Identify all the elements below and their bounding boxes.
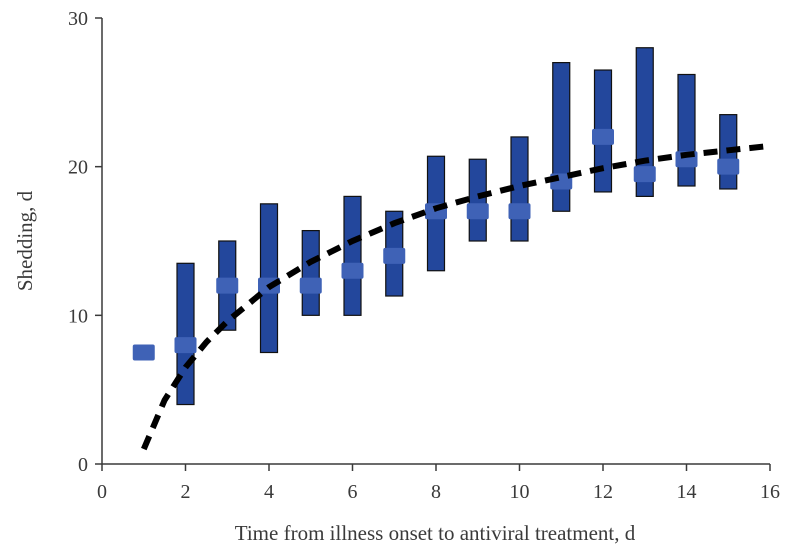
range-bar — [343, 195, 362, 316]
median-marker — [633, 166, 656, 183]
y-tick-label: 0 — [78, 454, 88, 476]
x-tick-label: 6 — [348, 481, 358, 503]
x-tick-label: 14 — [677, 481, 697, 503]
median-marker — [216, 277, 239, 294]
median-marker — [717, 158, 740, 175]
x-tick-label: 8 — [431, 481, 441, 503]
median-marker — [592, 128, 614, 145]
median-marker — [508, 203, 531, 220]
range-bar — [176, 262, 195, 406]
median-marker — [466, 203, 489, 220]
x-tick-label: 10 — [510, 481, 530, 503]
range-bar — [677, 73, 696, 187]
median-marker — [174, 337, 197, 354]
x-tick-label: 4 — [264, 481, 274, 503]
median-marker — [132, 344, 155, 361]
x-axis-title: Time from illness onset to antiviral tre… — [235, 521, 636, 545]
y-tick-label: 30 — [68, 8, 88, 30]
x-tick-label: 0 — [97, 481, 107, 503]
x-tick-label: 16 — [760, 481, 780, 503]
range-bar — [301, 229, 320, 316]
range-bar — [468, 158, 487, 242]
y-tick-label: 10 — [68, 305, 88, 327]
x-tick-label: 2 — [181, 481, 191, 503]
median-marker — [383, 247, 406, 264]
median-marker — [341, 262, 364, 279]
y-tick-label: 20 — [68, 157, 88, 179]
median-marker — [299, 277, 322, 294]
y-axis-title: Shedding, d — [13, 190, 37, 291]
x-tick-label: 12 — [593, 481, 613, 503]
trend-line — [141, 142, 771, 451]
